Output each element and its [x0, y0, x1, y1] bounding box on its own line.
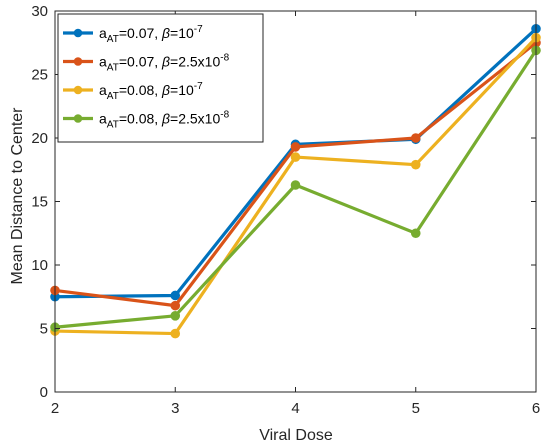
- legend-label: aAT=0.07, β=10-7: [99, 24, 203, 45]
- y-tick-label: 30: [31, 3, 48, 20]
- legend-marker: [73, 114, 83, 123]
- data-point: [170, 290, 181, 301]
- data-point: [290, 142, 301, 152]
- data-point: [290, 152, 301, 162]
- y-tick-label: 5: [40, 321, 48, 338]
- x-tick-label: 4: [291, 400, 299, 417]
- data-point: [410, 133, 421, 143]
- x-axis-title: Viral Dose: [259, 427, 333, 444]
- legend-label: aAT=0.08, β=10-7: [99, 81, 203, 102]
- y-tick-label: 0: [40, 384, 48, 401]
- x-tick-label: 6: [532, 400, 540, 417]
- y-tick-label: 15: [31, 194, 48, 211]
- data-point: [170, 328, 181, 339]
- legend-entry: aAT=0.08, β=2.5x10-8: [63, 110, 230, 131]
- legend-entry: aAT=0.07, β=10-7: [63, 24, 203, 45]
- legend-label: aAT=0.07, β=2.5x10-8: [99, 53, 230, 74]
- x-tick-label: 3: [171, 400, 179, 417]
- legend-label: aAT=0.08, β=2.5x10-8: [99, 110, 230, 131]
- legend-box: [57, 13, 264, 143]
- data-point: [410, 228, 421, 239]
- y-axis-title: Mean Distance to Center: [9, 107, 26, 285]
- legend-marker: [73, 85, 83, 95]
- axes: 2 3 4 5 6 0 5 10 15 20 25 30: [31, 3, 540, 417]
- y-tick-label: 10: [31, 257, 48, 274]
- data-point: [290, 180, 301, 190]
- legend: aAT=0.07, β=10-7 aAT=0.07, β=2.5x10-8 aAT=…: [57, 13, 264, 143]
- x-tick-label: 2: [51, 400, 59, 417]
- data-point: [410, 159, 421, 170]
- legend-entry: aAT=0.08, β=10-7: [63, 81, 203, 102]
- data-point: [170, 311, 181, 321]
- x-tick-label: 5: [412, 400, 420, 417]
- legend-marker: [73, 28, 83, 38]
- y-tick-label: 25: [31, 67, 48, 84]
- legend-entry: aAT=0.07, β=2.5x10-8: [63, 53, 230, 74]
- data-point: [170, 300, 181, 311]
- y-tick-label: 20: [31, 130, 48, 147]
- legend-marker: [73, 57, 83, 66]
